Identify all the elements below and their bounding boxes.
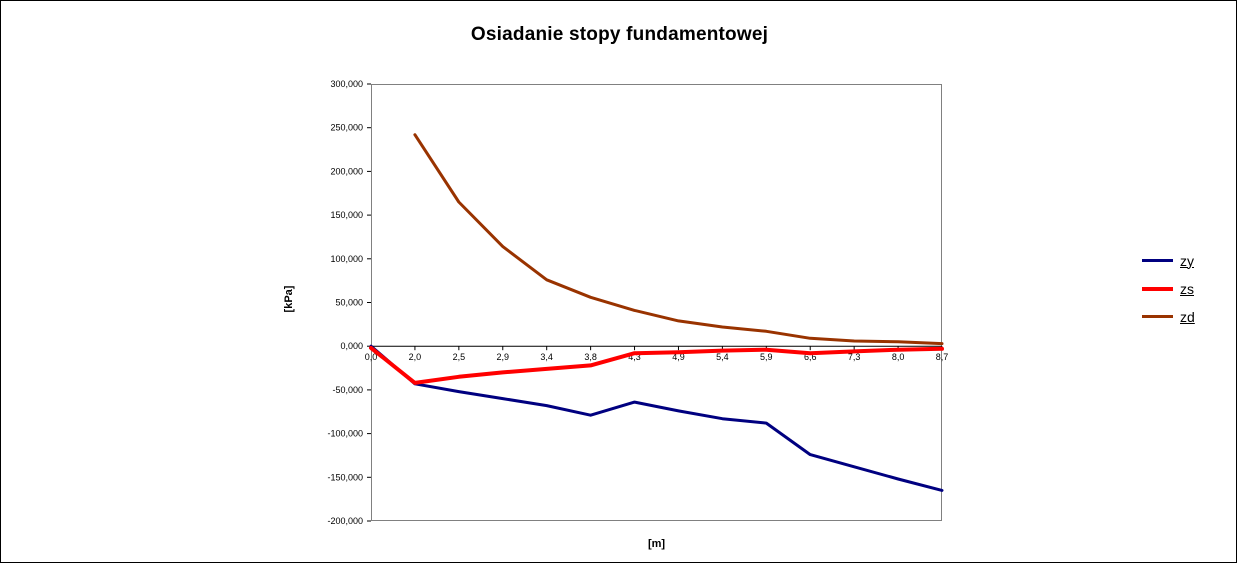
legend: zy zs zd bbox=[1142, 252, 1195, 325]
x-tick-label: 7,3 bbox=[848, 352, 861, 362]
x-tick-label: 4,9 bbox=[672, 352, 685, 362]
chart-title: Osiadanie stopy fundamentowej bbox=[470, 24, 769, 45]
legend-swatch-zs bbox=[1142, 286, 1173, 291]
y-tick-label: 300,000 bbox=[330, 79, 363, 89]
x-tick-label: 5,9 bbox=[760, 352, 773, 362]
legend-entry-zd: zd bbox=[1142, 308, 1195, 325]
y-tick-label: 50,000 bbox=[335, 298, 363, 308]
x-tick-label: 2,0 bbox=[409, 352, 422, 362]
chart-canvas: 300,000 250,000 200,000 150,000 100,000 50,00… bbox=[327, 79, 948, 526]
y-tick-label: 0,000 bbox=[340, 341, 363, 351]
x-tick-label: 0,0 bbox=[365, 352, 378, 362]
plot-border bbox=[371, 84, 942, 521]
legend-entry-zy: zy bbox=[1142, 252, 1195, 269]
legend-label-zs: zs bbox=[1180, 280, 1194, 297]
plot-area: 300,000 250,000 200,000 150,000 100,000 50,00… bbox=[327, 79, 948, 526]
legend-label-zd: zd bbox=[1180, 308, 1195, 325]
x-axis-title: [m] bbox=[647, 538, 666, 550]
legend-swatch-zd bbox=[1142, 315, 1173, 318]
x-tick-label: 8,7 bbox=[936, 352, 949, 362]
x-tick-label: 2,9 bbox=[497, 352, 510, 362]
x-tick-label: 5,4 bbox=[716, 352, 729, 362]
x-tick-label: 3,8 bbox=[584, 352, 597, 362]
y-tick-label: 250,000 bbox=[330, 123, 363, 133]
legend-label-zy: zy bbox=[1180, 252, 1194, 269]
x-tick-label: 4,3 bbox=[628, 352, 641, 362]
legend-entry-zs: zs bbox=[1142, 280, 1195, 297]
y-tick-label: 150,000 bbox=[330, 210, 363, 220]
x-tick-label: 8,0 bbox=[892, 352, 905, 362]
series-line-zy bbox=[369, 344, 944, 492]
series-line-zd bbox=[413, 133, 944, 346]
x-tick-label: 3,4 bbox=[540, 352, 553, 362]
series-line-zs bbox=[369, 345, 944, 385]
y-axis-title: [kPa] bbox=[283, 285, 295, 313]
x-tick-label: 2,5 bbox=[453, 352, 466, 362]
legend-swatch-zy bbox=[1142, 259, 1173, 262]
y-tick-label: -200,000 bbox=[327, 516, 363, 526]
y-tick-label: 200,000 bbox=[330, 166, 363, 176]
x-tick-label: 6,6 bbox=[804, 352, 817, 362]
y-tick-label: 100,000 bbox=[330, 254, 363, 264]
y-tick-label: -100,000 bbox=[327, 429, 363, 439]
y-tick-label: -50,000 bbox=[332, 385, 363, 395]
y-tick-label: -150,000 bbox=[327, 472, 363, 482]
